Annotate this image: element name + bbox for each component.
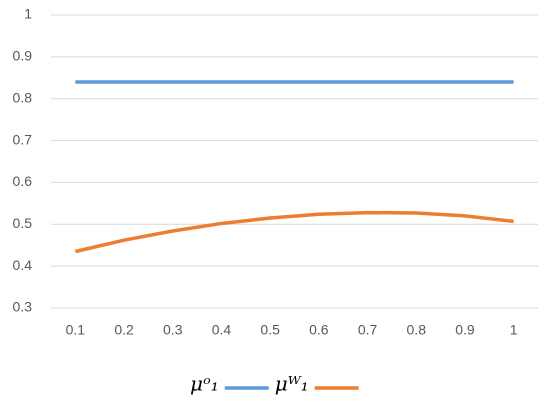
y-tick-label: 0.6 [13,173,33,189]
y-tick-label: 0.8 [13,89,33,105]
x-tick-label: 0.1 [66,322,86,338]
legend-label: μᵂ₁ [275,372,309,396]
x-tick-label: 0.8 [407,322,427,338]
x-tick-label: 0.2 [114,322,134,338]
y-tick-label: 0.4 [13,257,33,273]
legend-label: μᵒ₁ [190,372,219,396]
x-tick-label: 0.6 [309,322,329,338]
x-tick-label: 0.3 [163,322,183,338]
x-tick-label: 0.7 [358,322,378,338]
y-tick-label: 0.3 [13,299,33,315]
x-tick-label: 0.9 [455,322,475,338]
y-tick-label: 1 [24,6,32,22]
series-line [74,210,514,254]
y-tick-label: 0.9 [13,48,33,64]
x-tick-label: 0.5 [260,322,280,338]
x-tick-label: 0.4 [212,322,232,338]
y-tick-label: 0.5 [13,215,33,231]
y-tick-label: 0.7 [13,131,33,147]
x-tick-label: 1 [510,322,518,338]
